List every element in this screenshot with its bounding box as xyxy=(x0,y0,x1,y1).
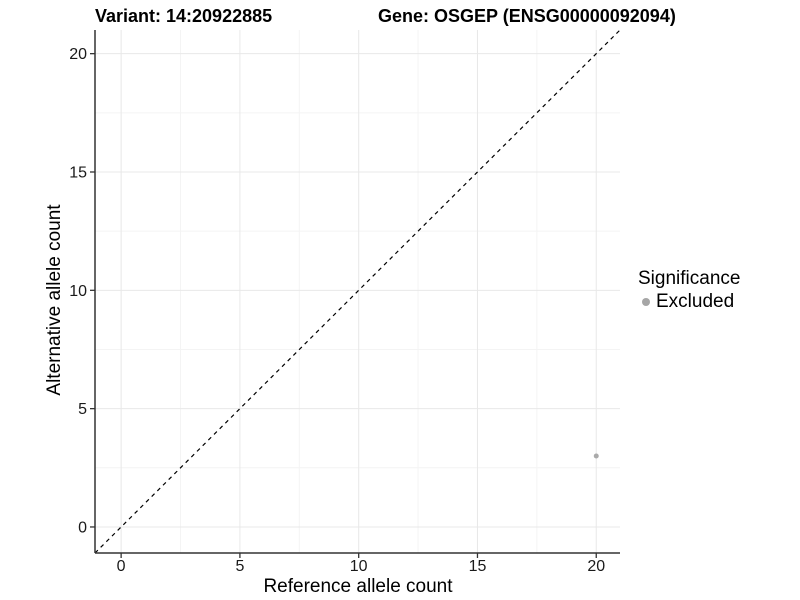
svg-text:0: 0 xyxy=(117,558,126,575)
y-axis-title: Alternative allele count xyxy=(44,204,65,396)
svg-text:5: 5 xyxy=(235,558,244,575)
plot-title-gene: Gene: OSGEP (ENSG00000092094) xyxy=(378,6,676,26)
svg-text:20: 20 xyxy=(69,46,87,63)
svg-text:15: 15 xyxy=(69,164,87,181)
x-axis-title: Reference allele count xyxy=(263,576,453,597)
svg-text:5: 5 xyxy=(78,401,87,418)
svg-text:10: 10 xyxy=(69,283,87,300)
svg-text:0: 0 xyxy=(78,519,87,536)
legend-title: Significance xyxy=(638,268,741,289)
legend-point-icon xyxy=(642,298,650,307)
svg-text:15: 15 xyxy=(469,558,487,575)
svg-text:10: 10 xyxy=(350,558,368,575)
legend: Significance Excluded xyxy=(638,268,740,313)
legend-item-excluded: Excluded xyxy=(638,290,740,313)
legend-item-label: Excluded xyxy=(656,290,735,312)
plot-title-variant: Variant: 14:20922885 xyxy=(95,6,273,26)
svg-text:20: 20 xyxy=(587,558,605,575)
